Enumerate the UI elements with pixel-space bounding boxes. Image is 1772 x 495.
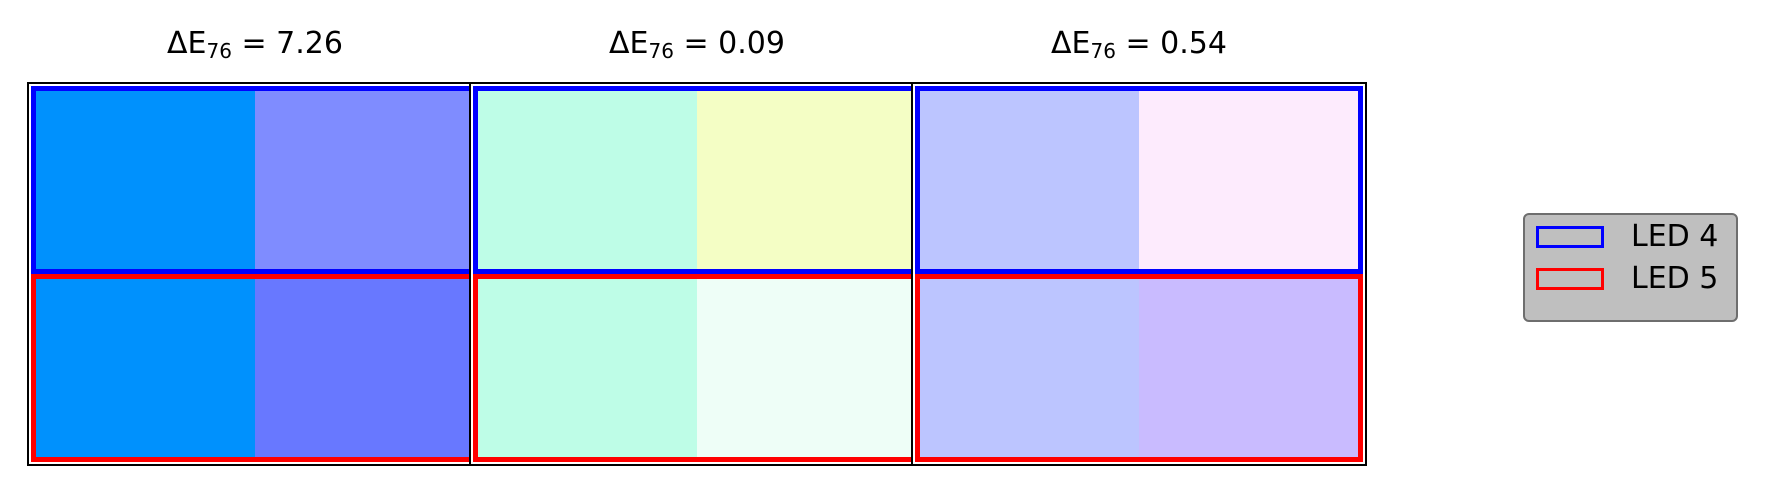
color-row-led5	[915, 274, 1363, 462]
panel-title-subscript: 76	[648, 39, 674, 63]
panel-title-prefix: ΔE	[167, 26, 207, 61]
color-swatch-right	[1139, 91, 1358, 269]
color-row-led5	[31, 274, 479, 462]
chart-panel-2: ΔE76 = 0.09	[469, 0, 925, 495]
color-row-led4	[915, 86, 1363, 274]
color-swatch-right	[697, 279, 916, 457]
panel-frame	[911, 82, 1367, 466]
color-swatch-right	[697, 91, 916, 269]
legend-label-led5: LED 5	[1631, 261, 1719, 296]
color-row-led4	[31, 86, 479, 274]
panel-frame	[27, 82, 483, 466]
color-swatch-left	[36, 279, 255, 457]
color-swatch-right	[255, 91, 474, 269]
legend-item-led5: LED 5	[1525, 259, 1736, 299]
panel-title: ΔE76 = 0.54	[911, 24, 1367, 71]
color-swatch-left	[920, 279, 1139, 457]
color-swatch-left	[478, 279, 697, 457]
panel-title: ΔE76 = 7.26	[27, 24, 483, 71]
legend: LED 4 LED 5	[1523, 213, 1738, 322]
panel-title-value: = 0.09	[673, 26, 785, 61]
panel-title-subscript: 76	[206, 39, 232, 63]
legend-swatch-led5	[1536, 268, 1604, 290]
color-swatch-right	[255, 279, 474, 457]
chart-panel-3: ΔE76 = 0.54	[911, 0, 1367, 495]
chart-panel-1: ΔE76 = 7.26	[27, 0, 483, 495]
color-row-led4	[473, 86, 921, 274]
legend-item-led4: LED 4	[1525, 217, 1736, 257]
color-swatch-left	[478, 91, 697, 269]
panel-frame	[469, 82, 925, 466]
legend-swatch-led4	[1536, 226, 1604, 248]
panel-title-value: = 7.26	[231, 26, 343, 61]
panel-title: ΔE76 = 0.09	[469, 24, 925, 71]
legend-label-led4: LED 4	[1631, 219, 1719, 254]
panel-title-subscript: 76	[1090, 39, 1116, 63]
panel-title-value: = 0.54	[1115, 26, 1227, 61]
panel-title-prefix: ΔE	[1051, 26, 1091, 61]
color-swatch-right	[1139, 279, 1358, 457]
panel-title-prefix: ΔE	[609, 26, 649, 61]
color-swatch-left	[920, 91, 1139, 269]
color-row-led5	[473, 274, 921, 462]
color-swatch-left	[36, 91, 255, 269]
